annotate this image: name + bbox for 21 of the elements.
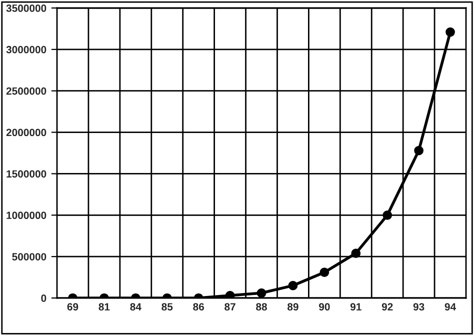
y-tick-label: 1500000 <box>6 170 46 178</box>
x-tick-label: 93 <box>413 303 424 311</box>
x-tick-label: 88 <box>256 303 267 311</box>
y-tick-label: 2000000 <box>6 128 46 136</box>
y-tick-label: 2500000 <box>6 87 46 95</box>
x-tick-label: 90 <box>318 303 330 311</box>
x-tick-label: 92 <box>382 303 393 311</box>
y-tick-label: 3000000 <box>6 46 46 54</box>
x-tick-label: 69 <box>67 303 78 311</box>
x-tick-label: 91 <box>350 303 362 311</box>
y-tick-label: 500000 <box>12 253 46 260</box>
x-tick-label: 84 <box>130 303 142 311</box>
x-tick-label: 94 <box>444 303 456 311</box>
x-tick-label: 86 <box>193 303 204 311</box>
x-tick-label: 81 <box>98 303 110 311</box>
y-tick-label: 0 <box>41 294 46 302</box>
y-tick-label: 3500000 <box>6 4 46 12</box>
x-tick-label: 87 <box>224 303 236 311</box>
x-tick-label: 89 <box>288 303 298 311</box>
y-tick-label: 1000000 <box>6 212 46 220</box>
x-tick-label: 85 <box>162 303 173 311</box>
